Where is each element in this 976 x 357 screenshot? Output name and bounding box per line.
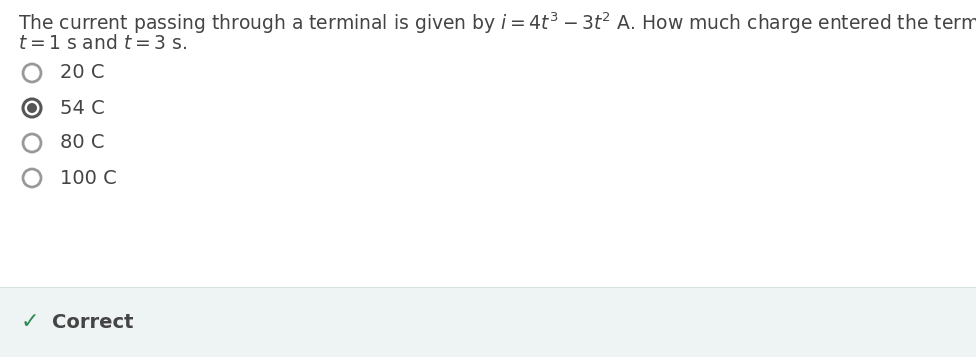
Circle shape: [27, 103, 37, 113]
Circle shape: [23, 99, 41, 117]
Text: ✓: ✓: [20, 312, 39, 332]
Bar: [0, 287, 976, 357]
Text: 100 C: 100 C: [60, 169, 117, 187]
Text: 54 C: 54 C: [60, 99, 104, 117]
Text: Correct: Correct: [52, 312, 134, 332]
Text: 20 C: 20 C: [60, 64, 104, 82]
Text: 80 C: 80 C: [60, 134, 104, 152]
Text: The current passing through a terminal is given by $i = 4t^3 - 3t^2$ A. How much: The current passing through a terminal i…: [18, 11, 976, 36]
Text: $t = 1$ s and $t = 3$ s.: $t = 1$ s and $t = 3$ s.: [18, 34, 187, 53]
